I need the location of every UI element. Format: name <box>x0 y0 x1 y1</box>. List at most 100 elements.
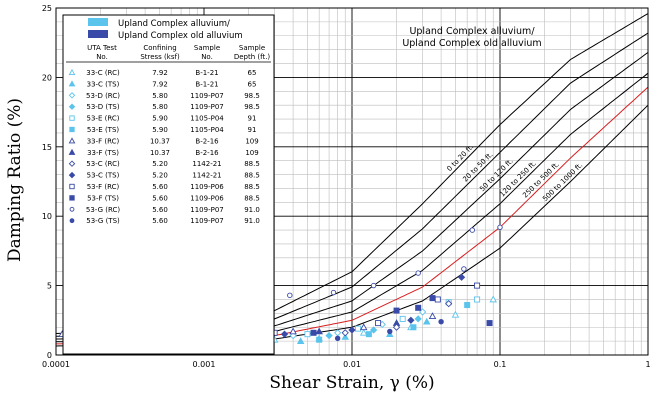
header-test-line2: No. <box>96 53 108 61</box>
y-tick-label: 20 <box>42 73 52 82</box>
legend-cell-depth: 109 <box>245 149 258 157</box>
legend-marker <box>68 137 76 144</box>
legend-cell-depth: 88.5 <box>244 183 260 191</box>
legend-swatch-old-alluvium <box>88 30 108 38</box>
legend-marker <box>68 92 76 99</box>
legend-cell-sample: 1142-21 <box>192 160 221 168</box>
legend-cell-test: 53-E (RC) <box>87 115 120 123</box>
header-sample-line2: No. <box>201 53 213 61</box>
data-point <box>370 282 377 289</box>
data-point <box>414 315 422 323</box>
legend-cell-stress: 5.20 <box>152 160 168 168</box>
data-point <box>341 333 349 340</box>
legend-box <box>62 14 275 355</box>
legend-cell-stress: 5.60 <box>152 206 168 214</box>
legend-marker <box>68 80 76 87</box>
legend-marker <box>69 218 75 224</box>
legend-label-alluvium: Upland Complex alluvium/ <box>118 19 230 29</box>
data-point <box>304 331 311 338</box>
data-point <box>399 315 406 322</box>
legend-cell-depth: 88.5 <box>244 172 260 180</box>
x-tick-label: 0.1 <box>494 360 507 369</box>
data-point <box>415 270 421 276</box>
data-point <box>451 310 460 318</box>
data-point <box>287 292 293 299</box>
data-point <box>369 326 378 334</box>
legend: Upland Complex alluvium/ Upland Complex … <box>62 14 275 355</box>
x-tick-labels: 0.0001 0.001 0.01 0.1 1 <box>42 360 651 369</box>
data-point <box>387 328 393 335</box>
y-tick-label: 5 <box>47 282 52 291</box>
legend-cell-stress: 5.80 <box>152 103 168 111</box>
legend-marker <box>68 68 76 76</box>
legend-cell-stress: 7.92 <box>152 80 168 88</box>
x-tick-label: 0.0001 <box>42 360 70 369</box>
legend-cell-sample: 1109-P06 <box>190 194 224 202</box>
data-point <box>280 330 289 338</box>
data-point <box>474 296 481 303</box>
legend-cell-sample: 1105-P04 <box>190 126 224 134</box>
legend-cell-sample: B-1-21 <box>195 69 218 77</box>
legend-marker <box>69 126 75 133</box>
plot-frame <box>55 7 649 356</box>
data-point <box>497 224 503 231</box>
legend-cell-stress: 5.60 <box>152 194 168 202</box>
x-tick-label: 0.01 <box>343 360 361 369</box>
legend-cell-test: 33-C (RC) <box>86 69 120 77</box>
data-point <box>392 323 401 331</box>
legend-cell-depth: 91.0 <box>244 217 260 225</box>
legend-cell-depth: 98.5 <box>244 103 260 111</box>
data-point <box>434 296 441 303</box>
legend-cell-stress: 5.90 <box>152 126 168 134</box>
legend-rows: 33-C (RC) 7.92 B-1-21 65 33-C (TS) 7.92 B-1-21… <box>68 68 260 225</box>
data-point <box>325 331 333 340</box>
data-point <box>310 329 317 336</box>
legend-cell-stress: 5.20 <box>152 172 168 180</box>
legend-cell-stress: 10.37 <box>150 149 170 157</box>
x-tick-label: 1 <box>645 360 650 369</box>
legend-cell-test: 53-C (RC) <box>86 160 120 168</box>
legend-cell-test: 53-C (TS) <box>87 172 120 180</box>
legend-cell-stress: 5.60 <box>152 217 168 225</box>
legend-cell-depth: 109 <box>245 137 258 145</box>
y-axis-title: Damping Ratio (%) <box>5 98 25 262</box>
y-tick-label: 25 <box>42 4 52 13</box>
data-point <box>410 324 417 331</box>
data-point <box>428 312 437 319</box>
data-point <box>296 337 305 344</box>
data-point <box>457 273 466 281</box>
data-point <box>355 325 362 332</box>
legend-cell-sample: 1109-P07 <box>190 206 223 214</box>
legend-marker <box>68 171 76 179</box>
legend-cell-stress: 5.90 <box>152 115 168 123</box>
legend-cell-depth: 65 <box>248 80 257 88</box>
header-depth-line2: Depth (ft.) <box>234 53 271 61</box>
legend-cell-test: 33-F (RC) <box>87 137 120 145</box>
legend-swatch-alluvium <box>88 18 108 26</box>
data-point <box>375 320 382 327</box>
legend-cell-stress: 5.60 <box>152 183 168 191</box>
legend-cell-stress: 7.92 <box>152 69 168 77</box>
legend-marker <box>69 115 75 121</box>
legend-marker <box>68 103 76 110</box>
header-stress-line2: Stress (ksf) <box>140 53 180 61</box>
legend-cell-test: 53-D (TS) <box>86 103 119 111</box>
data-point <box>445 300 453 308</box>
legend-cell-test: 53-F (RC) <box>87 183 120 191</box>
data-point <box>348 326 356 334</box>
legend-cell-depth: 88.5 <box>244 160 260 168</box>
legend-marker <box>69 206 75 212</box>
legend-label-old-alluvium: Upland Complex old alluvium <box>118 31 243 41</box>
legend-cell-sample: 1142-21 <box>192 172 221 180</box>
legend-cell-sample: 1109-P07 <box>190 92 223 100</box>
data-point <box>489 295 497 303</box>
legend-cell-test: 53-G (TS) <box>86 217 120 225</box>
data-point <box>341 329 349 337</box>
header-depth-line1: Sample <box>239 44 265 52</box>
legend-cell-test: 53-F (TS) <box>87 194 119 202</box>
legend-cell-sample: 1109-P07 <box>190 217 223 225</box>
legend-cell-test: 53-E (TS) <box>87 126 120 134</box>
data-point <box>316 336 323 343</box>
x-tick-label: 0.001 <box>193 360 216 369</box>
